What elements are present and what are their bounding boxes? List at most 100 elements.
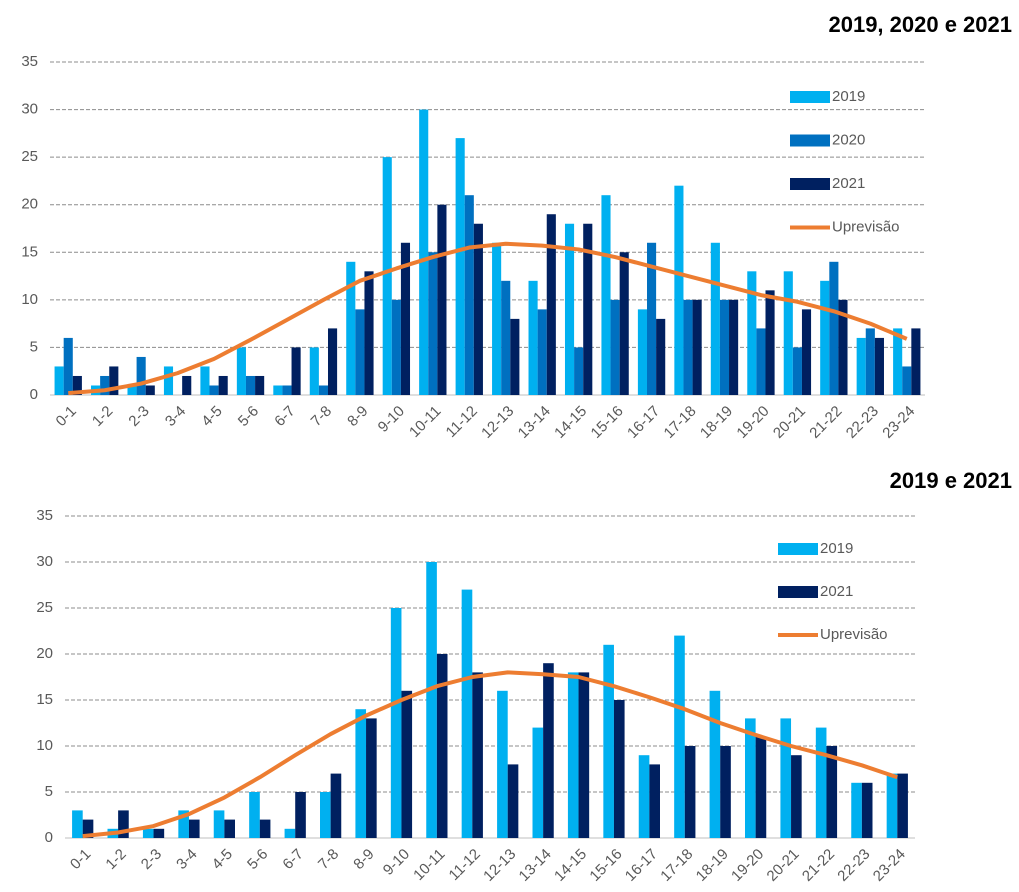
bar — [546, 214, 556, 395]
x-tick-label: 19-20 — [733, 403, 772, 442]
x-tick-label: 5-6 — [235, 403, 262, 430]
bar — [72, 375, 82, 395]
y-tick-label: 10 — [21, 291, 38, 308]
bar — [72, 810, 83, 838]
bar — [200, 366, 210, 395]
bar — [856, 337, 866, 395]
line — [68, 241, 908, 396]
x-tick-label: 21-22 — [806, 403, 845, 442]
bar — [492, 242, 502, 395]
legend-swatch — [790, 91, 830, 103]
x-tick-label: 3-4 — [173, 846, 200, 873]
bar — [346, 261, 356, 395]
bar — [886, 773, 898, 838]
bar — [537, 309, 547, 395]
bar — [142, 828, 154, 838]
bar — [792, 347, 802, 395]
bar — [865, 328, 875, 395]
bar — [320, 792, 331, 838]
y-tick-label: 30 — [21, 101, 38, 118]
bar — [574, 347, 584, 395]
bar — [327, 328, 338, 395]
line — [82, 670, 898, 839]
legend-label: Uprevisão — [820, 626, 888, 643]
bar — [464, 195, 474, 395]
bar — [656, 318, 666, 395]
legend-swatch — [790, 178, 830, 190]
bar — [153, 828, 165, 838]
bar — [461, 589, 473, 838]
x-tick-label: 2-3 — [138, 846, 165, 873]
bar — [619, 252, 629, 395]
bar — [747, 271, 757, 395]
x-tick-label: 16-17 — [624, 403, 663, 442]
bar — [382, 157, 392, 395]
x-tick-label: 2-3 — [125, 403, 152, 430]
bar — [497, 690, 508, 838]
bar — [255, 375, 265, 395]
bar — [318, 385, 328, 395]
bar — [603, 644, 614, 838]
x-tick-label: 15-16 — [588, 403, 627, 442]
bar — [829, 261, 839, 395]
x-tick-label: 1-2 — [102, 846, 129, 873]
x-tick-label: 9-10 — [380, 846, 413, 879]
bar — [902, 366, 912, 395]
bar — [510, 318, 520, 395]
x-tick-label: 3-4 — [162, 403, 189, 430]
x-tick-label: 11-12 — [446, 846, 484, 884]
legend-label: 2020 — [832, 131, 865, 148]
bar — [245, 375, 256, 395]
x-tick-label: 0-1 — [67, 846, 94, 873]
legend-swatch — [790, 134, 830, 147]
y-tick-label: 15 — [36, 691, 53, 708]
bar — [578, 672, 590, 838]
x-tick-label: 15-16 — [586, 846, 625, 885]
x-tick-label: 6-7 — [279, 846, 306, 873]
x-tick-label: 13-14 — [516, 846, 555, 885]
x-tick-label: 4-5 — [198, 403, 225, 430]
legend-swatch — [778, 586, 818, 598]
x-tick-label: 21-22 — [799, 846, 838, 885]
bar — [145, 385, 155, 395]
bar — [838, 299, 848, 395]
bar — [291, 347, 301, 395]
x-tick-label: 4-5 — [209, 846, 236, 873]
bar — [567, 672, 579, 838]
x-tick-label: 12-13 — [478, 403, 517, 442]
x-tick-label: 1-2 — [89, 403, 116, 430]
bar — [100, 375, 110, 395]
x-tick-label: 17-18 — [657, 846, 696, 885]
bar — [472, 672, 483, 838]
y-tick-label: 30 — [36, 553, 53, 570]
bar — [729, 299, 739, 395]
bar — [820, 280, 830, 395]
bar — [178, 810, 189, 838]
bar — [851, 782, 862, 838]
x-tick-label: 0-1 — [53, 403, 80, 430]
x-tick-label: 19-20 — [728, 846, 767, 885]
bar — [109, 366, 119, 395]
y-tick-label: 25 — [21, 148, 38, 165]
bar — [719, 299, 730, 395]
legend-label: 2019 — [832, 88, 865, 105]
bar — [897, 773, 908, 838]
bar — [236, 347, 246, 395]
bar — [765, 290, 775, 395]
x-tick-label: 10-11 — [410, 846, 448, 884]
bar — [507, 764, 519, 838]
x-tick-label: 18-19 — [693, 846, 732, 885]
bar — [366, 718, 377, 838]
bar — [209, 385, 219, 395]
bar — [684, 746, 696, 838]
bar — [638, 755, 650, 838]
legend-label: 2021 — [832, 175, 865, 192]
x-tick-label: 17-18 — [660, 403, 699, 442]
bar — [745, 718, 756, 838]
bar — [419, 109, 429, 396]
bar — [710, 242, 720, 395]
bar — [259, 819, 271, 838]
bar — [692, 299, 702, 395]
bar — [400, 242, 411, 395]
chart-title: 2019 e 2021 — [890, 468, 1012, 493]
